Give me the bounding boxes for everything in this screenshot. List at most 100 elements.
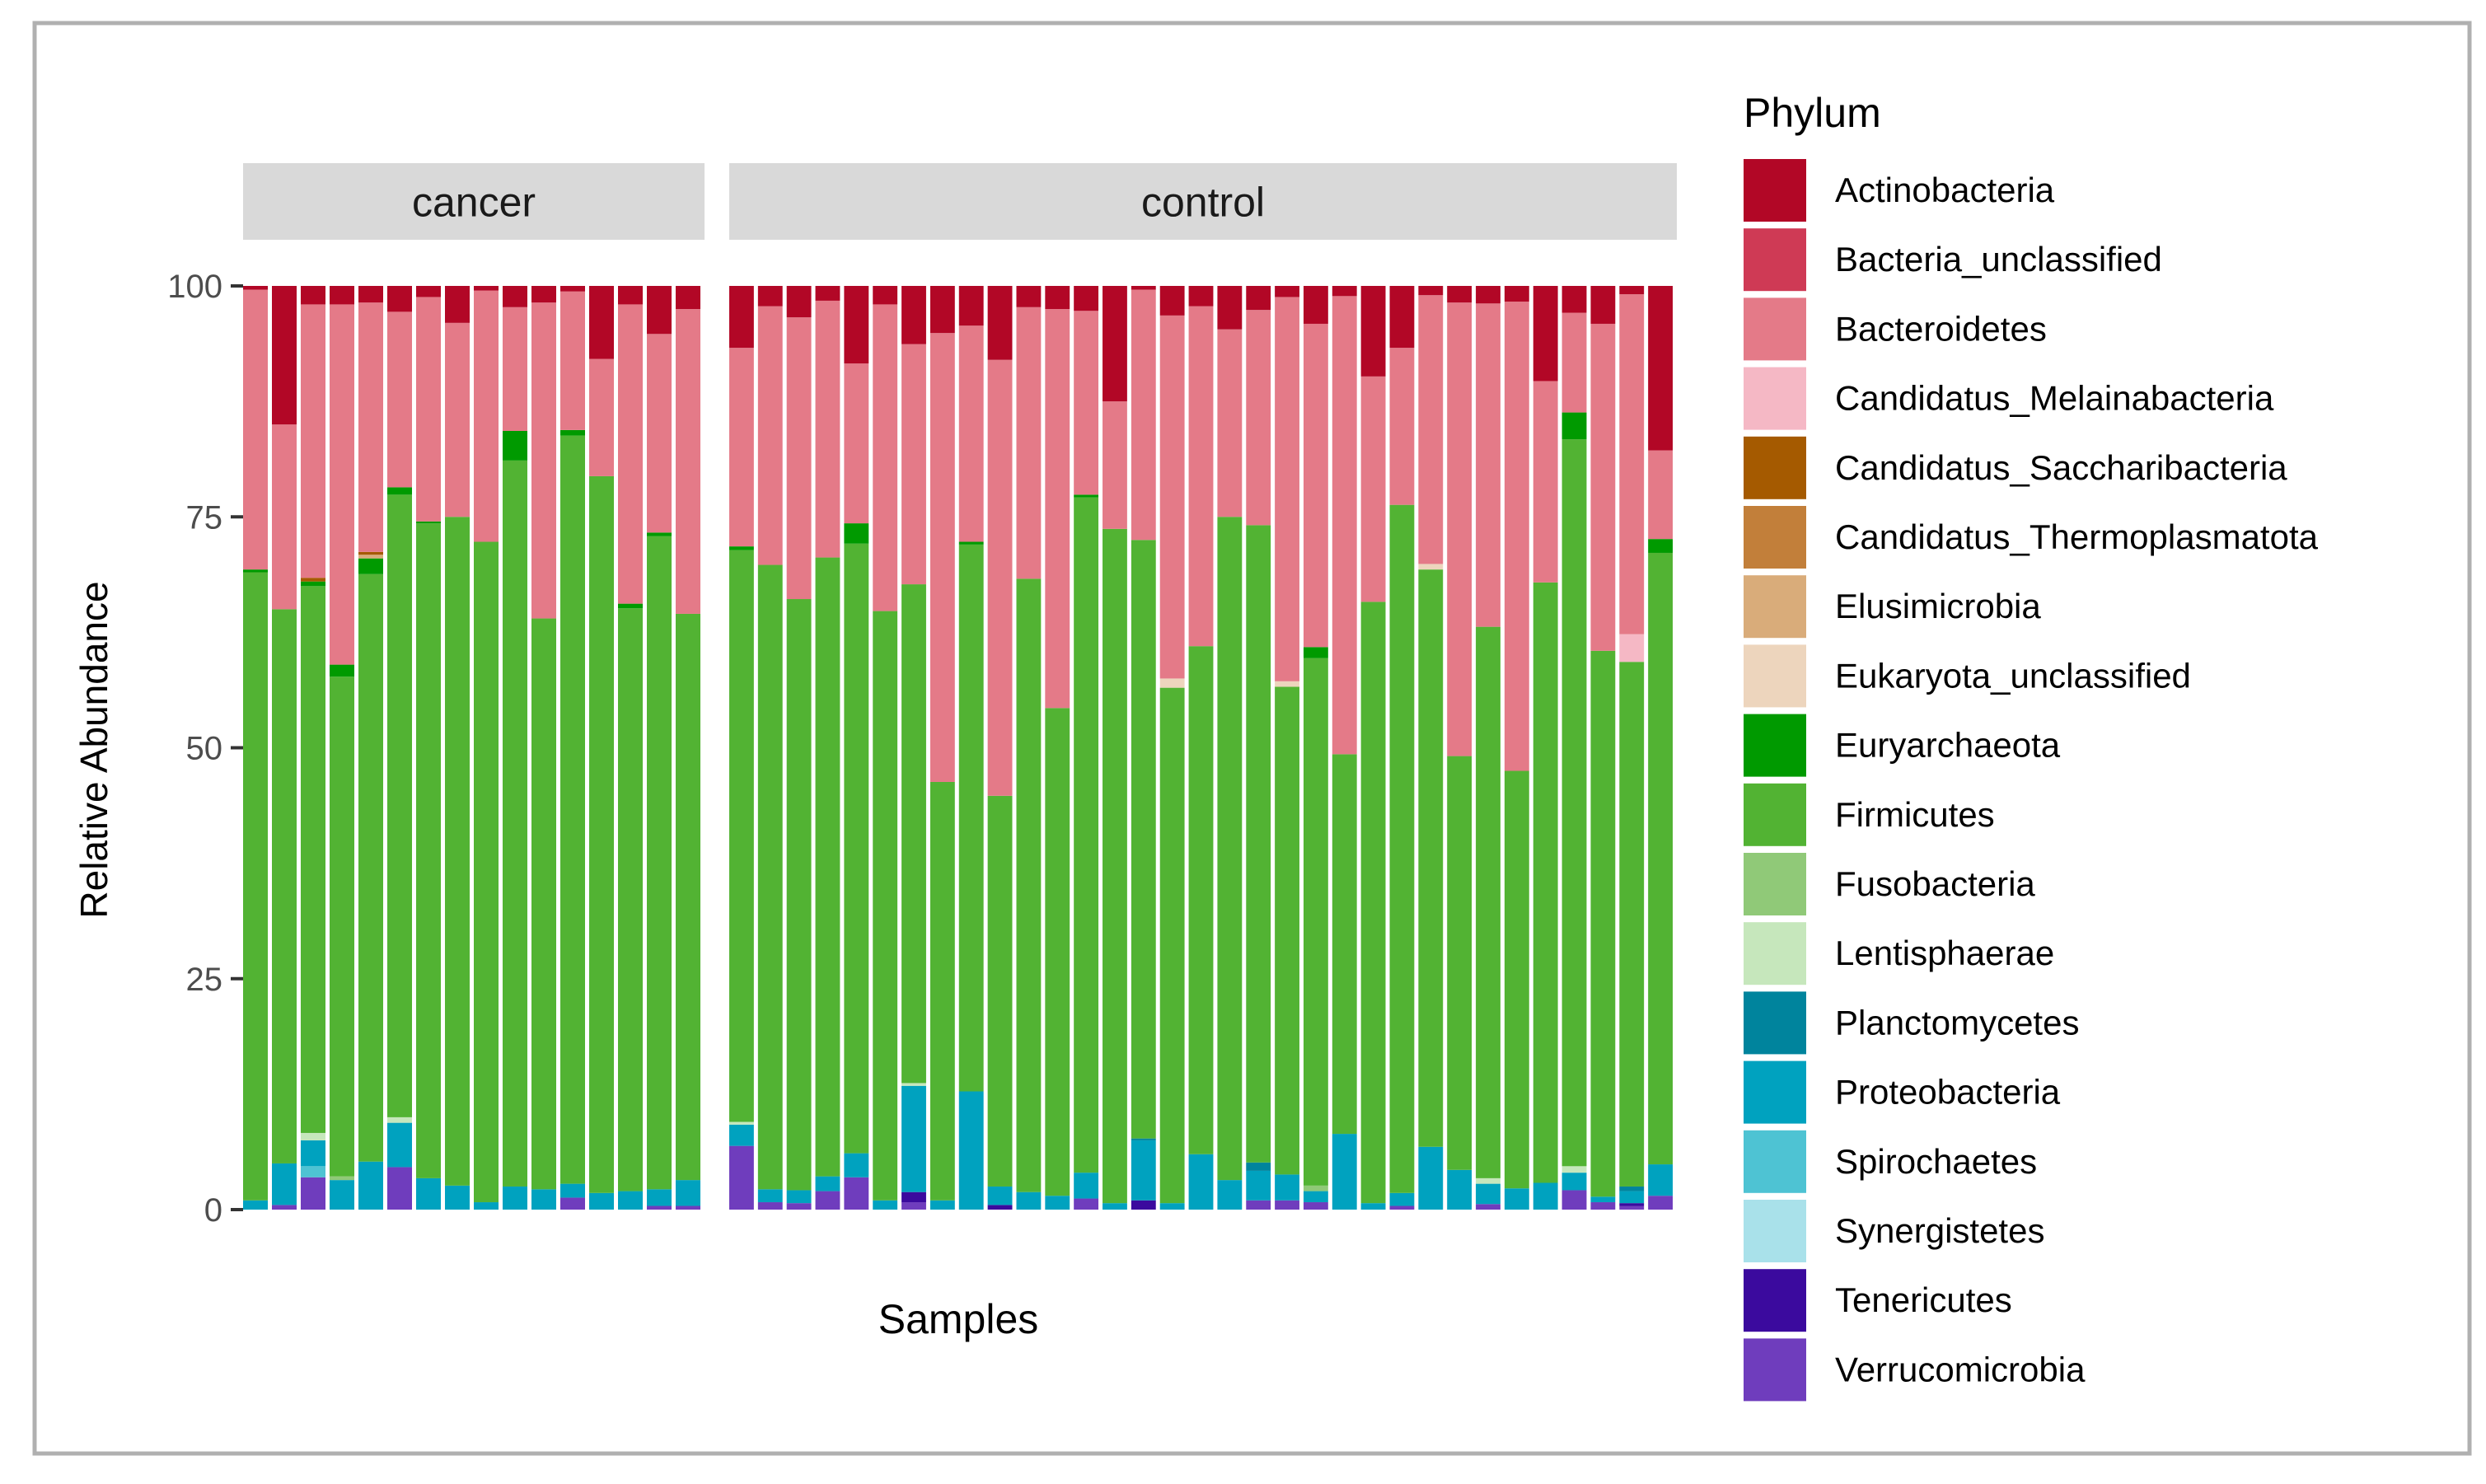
- bar-segment-bacteroidetes: [1217, 329, 1243, 517]
- bar-segment-proteobacteria: [243, 1200, 268, 1210]
- bar-segment-bacteroidetes: [416, 297, 441, 522]
- sample-bar: [1590, 286, 1616, 1210]
- legend-label: Firmicutes: [1835, 795, 1995, 834]
- legend-item: Lentisphaerae: [1744, 922, 2054, 985]
- bar-segment-actinobacteria: [1103, 286, 1127, 402]
- bar-segment-bacteroidetes: [474, 290, 499, 542]
- bar-segment-firmicutes: [676, 613, 700, 1181]
- bar-segment-lentisphaerae: [901, 1083, 926, 1086]
- legend-key: [1744, 644, 1806, 708]
- bar-segment-bacteroidetes: [1590, 323, 1616, 651]
- bar-segment-bacteroidetes: [844, 363, 869, 524]
- bar-segment-actinobacteria: [503, 286, 527, 307]
- legend-label: Planctomycetes: [1835, 1003, 2079, 1042]
- bar-segment-proteobacteria: [1188, 1154, 1214, 1210]
- bar-segment-firmicutes: [1131, 540, 1156, 1139]
- bar-segment-actinobacteria: [618, 286, 643, 305]
- bar-segment-proteobacteria: [1246, 1170, 1271, 1201]
- y-tick-label: 50: [186, 731, 223, 767]
- legend-key: [1744, 367, 1806, 430]
- bar-segment-tenericutes: [987, 1205, 1013, 1210]
- bar-segment-actinobacteria: [757, 286, 783, 307]
- legend-key: [1744, 991, 1806, 1055]
- bar-segment-proteobacteria: [330, 1180, 354, 1210]
- bar-segment-bacteroidetes: [647, 334, 672, 533]
- bar-segment-firmicutes: [987, 795, 1013, 1187]
- legend-key: [1744, 1060, 1806, 1124]
- bar-segment-bacteroidetes: [958, 325, 984, 542]
- bar-segment-firmicutes: [1303, 658, 1328, 1186]
- bar-segment-firmicutes: [958, 544, 984, 1092]
- bar-segment-proteobacteria: [1590, 1196, 1616, 1203]
- bar-segment-proteobacteria: [589, 1192, 614, 1210]
- bar-segment-bacteroidetes: [1360, 376, 1386, 602]
- bar-segment-verrucomicrobia: [301, 1177, 325, 1210]
- bar-segment-actinobacteria: [560, 286, 585, 292]
- bar-segment-proteobacteria: [301, 1140, 325, 1167]
- bar-segment-firmicutes: [416, 523, 441, 1178]
- bar-segment-bacteroidetes: [358, 302, 383, 552]
- bar-segment-lentisphaerae: [1561, 1166, 1587, 1173]
- legend-label: Spirochaetes: [1835, 1142, 2037, 1181]
- bar-segment-euryarchaeota: [358, 558, 383, 574]
- bar-segment-eukaryota_unclassified: [1275, 681, 1299, 687]
- bar-segment-firmicutes: [1619, 662, 1645, 1187]
- bar-segment-actinobacteria: [958, 286, 984, 326]
- bar-segment-verrucomicrobia: [901, 1202, 926, 1210]
- bar-segment-actinobacteria: [1131, 286, 1156, 290]
- bar-segment-euryarchaeota: [844, 523, 869, 544]
- sample-bar: [1332, 286, 1357, 1210]
- legend-key: [1744, 506, 1806, 569]
- sample-bar: [901, 286, 926, 1210]
- bar-segment-proteobacteria: [729, 1124, 754, 1146]
- sample-bar: [1103, 286, 1127, 1210]
- bar-segment-verrucomicrobia: [1074, 1198, 1099, 1210]
- bar-segment-proteobacteria: [676, 1180, 700, 1206]
- bar-segment-bacteroidetes: [1418, 295, 1444, 564]
- bar-segment-proteobacteria: [560, 1183, 585, 1198]
- bar-segment-actinobacteria: [1074, 286, 1099, 311]
- bar-segment-firmicutes: [844, 543, 869, 1154]
- bar-segment-proteobacteria: [757, 1189, 783, 1203]
- bar-segment-verrucomicrobia: [387, 1167, 412, 1210]
- bar-segment-verrucomicrobia: [1275, 1200, 1299, 1210]
- x-axis-label: Samples: [878, 1296, 1039, 1342]
- bar-segment-actinobacteria: [1590, 286, 1616, 324]
- bar-segment-tenericutes: [901, 1191, 926, 1203]
- bar-segment-firmicutes: [1533, 582, 1558, 1183]
- sample-bar: [1275, 286, 1299, 1210]
- bar-segment-proteobacteria: [1504, 1188, 1529, 1210]
- bar-segment-verrucomicrobia: [647, 1205, 672, 1210]
- facet-strip-label: control: [1141, 180, 1265, 226]
- facet-strip-label: cancer: [412, 180, 536, 226]
- legend-label: Euryarchaeota: [1835, 726, 2061, 765]
- bar-segment-actinobacteria: [1303, 286, 1328, 324]
- y-axis-label: Relative Abundance: [73, 581, 115, 918]
- facets: cancer control: [243, 163, 1677, 1210]
- bar-segment-proteobacteria: [929, 1200, 955, 1210]
- legend-item: Proteobacteria: [1744, 1060, 2061, 1124]
- bar-segment-verrucomicrobia: [272, 1205, 297, 1210]
- bar-segment-verrucomicrobia: [729, 1145, 754, 1210]
- legend-label: Candidatus_Melainabacteria: [1835, 379, 2274, 418]
- facet-strip: [729, 163, 1677, 240]
- legend-label: Synergistetes: [1835, 1211, 2044, 1250]
- bar-segment-bacteroidetes: [1476, 303, 1500, 627]
- bar-segment-bacteroidetes: [301, 304, 325, 578]
- bar-segment-bacteroidetes: [1447, 302, 1472, 756]
- sample-bar: [1217, 286, 1243, 1210]
- bar-segment-actinobacteria: [1447, 286, 1472, 303]
- legend-item: Verrucomicrobia: [1744, 1338, 2086, 1402]
- bar-segment-bacteroidetes: [1246, 310, 1271, 526]
- legend-key: [1744, 1200, 1806, 1262]
- bar-segment-actinobacteria: [676, 286, 700, 310]
- bar-segment-actinobacteria: [844, 286, 869, 364]
- bar-segment-bacteroidetes: [929, 333, 955, 782]
- bar-segment-verrucomicrobia: [1561, 1190, 1587, 1210]
- sample-bar: [1504, 286, 1529, 1210]
- bar-segment-bacteroidetes: [503, 307, 527, 431]
- legend-label: Lentisphaerae: [1835, 934, 2054, 972]
- legend-item: Elusimicrobia: [1744, 575, 2041, 639]
- legend-item: Fusobacteria: [1744, 853, 2035, 915]
